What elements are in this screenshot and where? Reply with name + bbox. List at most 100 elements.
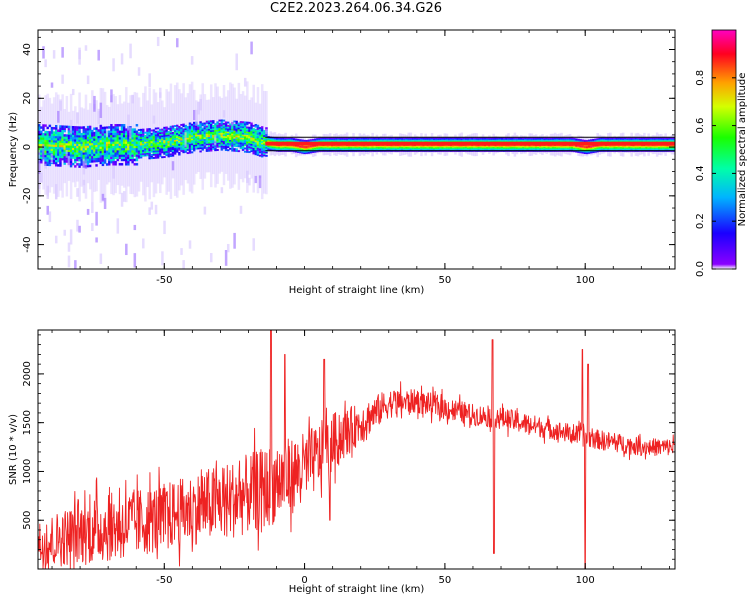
spectrogram-cell (384, 138, 387, 140)
spectrogram-cell (541, 145, 544, 147)
spectrogram-cell (57, 129, 60, 132)
spectrogram-cell (61, 144, 64, 148)
spectrogram-cell (309, 146, 313, 148)
spectrogram-cell (294, 147, 298, 149)
spectrogram-cell (509, 138, 512, 140)
spectrogram-cell (99, 133, 103, 136)
spectrogram-cell (248, 121, 251, 124)
spectrogram-cell (201, 124, 205, 127)
spectrogram-cell (248, 146, 251, 149)
spectrogram-cell (99, 144, 103, 147)
spectrogram-cell (500, 139, 504, 141)
spectrogram-cell (320, 149, 323, 151)
spectrogram-cell (44, 130, 47, 134)
spectrogram-cell (91, 147, 94, 150)
spectrogram-cell (169, 143, 173, 146)
spectrogram-cell (602, 139, 606, 141)
spectrogram-cell (171, 128, 175, 131)
spectrogram-cell (600, 137, 604, 139)
spectrogram-cell (169, 127, 173, 130)
spectrogram-cell (246, 131, 249, 134)
spectrogram-cell (125, 128, 128, 131)
spectrogram-cell (112, 152, 115, 155)
spectrogram-cell (515, 145, 519, 147)
spectrogram-cell (386, 140, 389, 143)
spectrogram-cell (220, 138, 224, 141)
spectrogram-cell (505, 149, 508, 151)
spectrogram-cell (301, 145, 304, 147)
spectrogram-cell (358, 137, 362, 139)
spectrogram-cell (112, 128, 115, 131)
spectrogram-noise-cell (125, 243, 128, 256)
spectrogram-cell (587, 149, 591, 151)
spectrogram-cell (585, 145, 589, 147)
spectrogram-cell (224, 124, 228, 127)
spectrogram-cell (496, 140, 500, 143)
spectrogram-cell (224, 126, 228, 129)
spectrogram-cell (248, 136, 251, 139)
spectrogram-cell (137, 140, 141, 143)
spectrogram-cell (122, 124, 126, 127)
spectrogram-cell (203, 130, 207, 133)
spectrogram-cell (307, 152, 311, 154)
spectrogram-cell (314, 146, 317, 148)
spectrogram-cell (394, 140, 398, 143)
spectrogram-cell (69, 141, 73, 144)
spectrogram-cell (324, 149, 328, 151)
spectrogram-cell (226, 149, 230, 152)
spectrogram-cell (392, 150, 396, 152)
spectrogram-cell (418, 139, 421, 141)
spectrogram-cell (331, 146, 334, 148)
spectrogram-cell (250, 130, 253, 133)
spectrogram-cell (150, 145, 154, 148)
spectrogram-cell (471, 149, 474, 151)
spectrogram-cell (579, 146, 582, 148)
spectrogram-cell (388, 148, 391, 150)
spectrogram-cell (48, 154, 52, 158)
spectrogram-cell (125, 160, 128, 164)
spectrogram-cell (388, 138, 391, 140)
spectrogram-cell (456, 139, 459, 141)
spectrogram-cell (197, 139, 200, 142)
spectrogram-cell (322, 139, 326, 141)
spectrogram-cell (254, 146, 258, 149)
spectrogram-cell (396, 146, 400, 148)
spectrogram-cell (460, 145, 464, 147)
spectrogram-cell (180, 146, 183, 149)
spectrogram-cell (364, 147, 368, 149)
spectrogram-cell (52, 159, 56, 163)
spectrogram-cell (604, 150, 608, 152)
spectrogram-cell (169, 132, 173, 135)
spectrogram-cell (422, 147, 425, 149)
spectrogram-cell (352, 150, 355, 152)
spectrogram-cell (95, 140, 98, 143)
spectrogram-cell (596, 147, 599, 150)
spectrogram-cell (454, 145, 457, 147)
spectrogram-cell (148, 142, 151, 145)
spectrogram-cell (190, 125, 194, 128)
spectrogram-cell (110, 134, 113, 138)
spectrogram-cell (573, 138, 576, 140)
spectrogram-cell (114, 154, 117, 157)
spectrogram-cell (195, 146, 198, 148)
spectrogram-cell (409, 145, 413, 147)
spectrogram-cell (271, 149, 275, 151)
spectrogram-cell (224, 139, 228, 142)
spectrogram-cell (108, 163, 111, 166)
spectrogram-cell (324, 140, 328, 143)
spectrogram-cell (341, 139, 345, 141)
spectrogram-cell (524, 147, 527, 149)
spectrogram-cell (260, 147, 264, 150)
spectrogram-cell (86, 151, 90, 155)
spectrogram-cell (475, 139, 478, 141)
spectrogram-cell (318, 149, 321, 151)
spectrogram-cell (197, 140, 200, 143)
spectrogram-cell (356, 150, 360, 152)
spectrogram-cell (159, 128, 162, 131)
spectrogram-cell (297, 138, 300, 140)
spectrogram-cell (473, 148, 476, 150)
spectrogram-cell (362, 140, 366, 143)
spectrogram-cell (488, 145, 491, 147)
spectrogram-cell (269, 147, 272, 149)
spectrogram-cell (224, 123, 228, 125)
